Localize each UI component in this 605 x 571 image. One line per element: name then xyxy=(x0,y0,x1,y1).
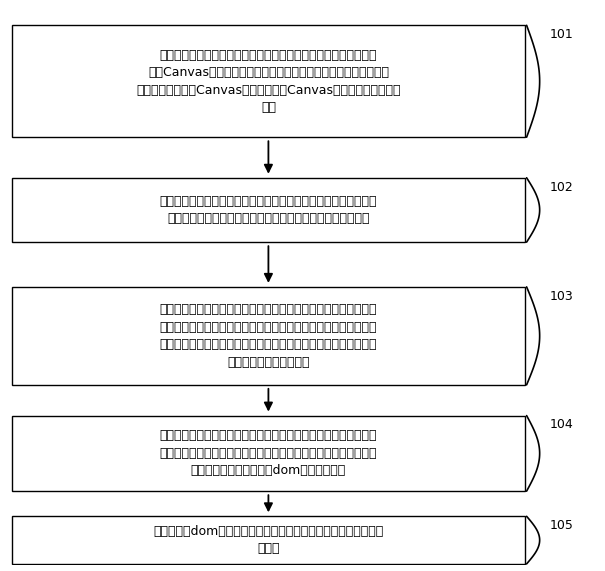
Text: 在确定用户聚焦于浏览器页面中的特定内容时，若进一步检测到用
户眼球的瞳孔半径放大，查找瞳孔位置在网页中的对应焦点坐标，
确定该焦点坐标所对应的dom元素标签对象: 在确定用户聚焦于浏览器页面中的特定内容时，若进一步检测到用 户眼球的瞳孔半径放大… xyxy=(160,429,377,477)
Text: 根据所述眼球图像的像素数据和设定眼球捕捉算法，获得每次拍摄
的眼球数据，其中包括眼球位置、瞳孔半径和瞳孔位置的信息: 根据所述眼球图像的像素数据和设定眼球捕捉算法，获得每次拍摄 的眼球数据，其中包括… xyxy=(160,195,377,225)
Bar xyxy=(12,416,525,491)
Text: 105: 105 xyxy=(550,519,574,532)
Bar xyxy=(12,287,525,385)
Text: 当相邻两次的眼球位置的差值小于预定阈值，且眼球停留时间大于
设定时间，确定用户聚焦于移动终端的浏览器页面中的特定内容，
所述页面中的特定内容的位置范围根据预先设: 当相邻两次的眼球位置的差值小于预定阈值，且眼球停留时间大于 设定时间，确定用户聚… xyxy=(160,303,377,369)
Text: 104: 104 xyxy=(550,419,574,432)
Text: 通过移动终端的摄像头，每隔设定时间拍摄一次用户人脸图像并描
绘到Canvas上，从人脸图像中提取眼球图像后，将每次拍摄提取的
眼球图像再描绘到Canvas上，并: 通过移动终端的摄像头，每隔设定时间拍摄一次用户人脸图像并描 绘到Canvas上，… xyxy=(136,49,401,114)
Bar xyxy=(12,25,525,137)
Bar xyxy=(12,178,525,242)
Text: 102: 102 xyxy=(550,180,574,194)
Bar xyxy=(12,516,525,564)
Text: 根据预设的dom元素标签对象与执行动作的对应关系，执行对应浏
览操作: 根据预设的dom元素标签对象与执行动作的对应关系，执行对应浏 览操作 xyxy=(153,525,384,556)
Text: 101: 101 xyxy=(550,28,574,41)
Text: 103: 103 xyxy=(550,289,574,303)
